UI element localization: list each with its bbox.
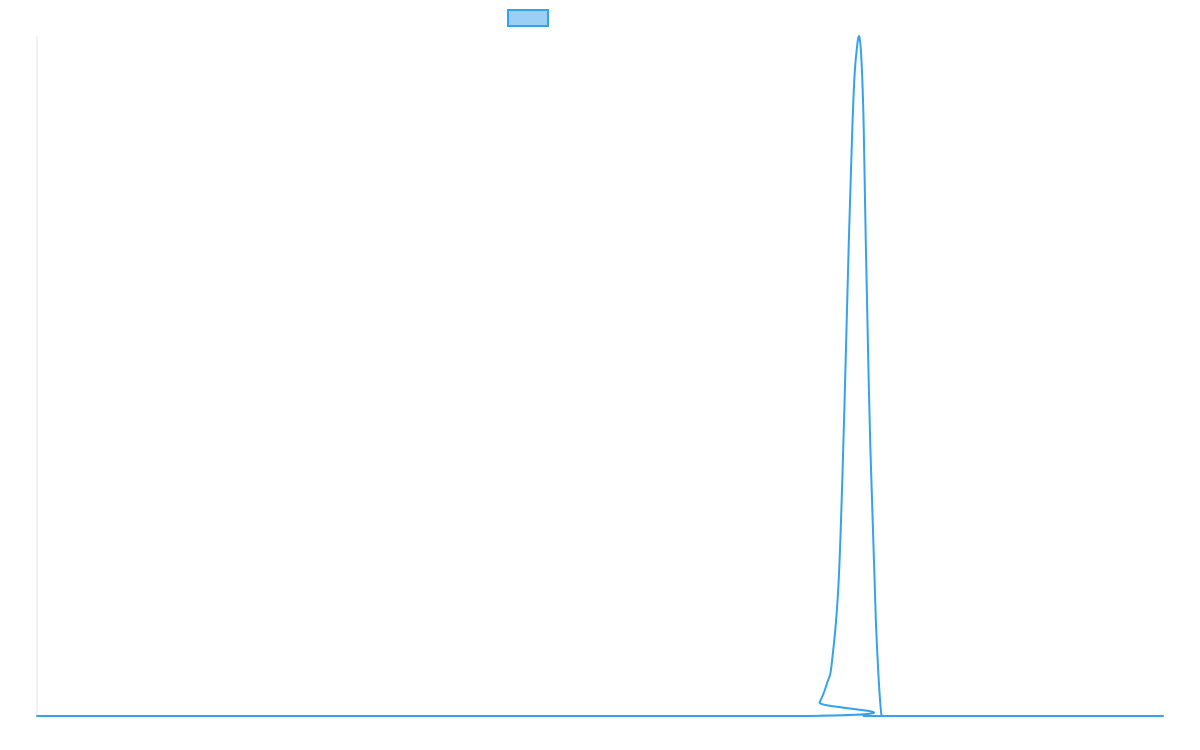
series-layer — [36, 35, 1164, 718]
series-line — [36, 35, 1164, 718]
axes — [36, 36, 1163, 717]
legend-swatch[interactable] — [507, 9, 549, 27]
legend[interactable] — [507, 9, 549, 27]
